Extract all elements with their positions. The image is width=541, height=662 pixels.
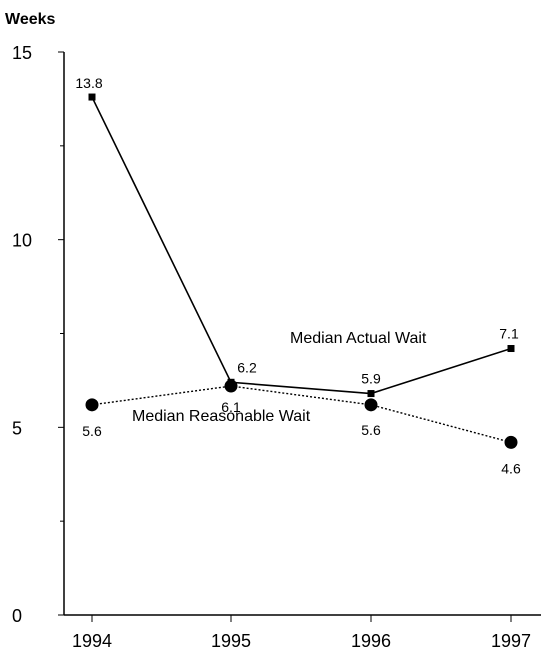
data-label-actual-1995: 6.2 [237, 359, 257, 375]
series-line-reasonable [91, 385, 512, 444]
y-tick-label-0: 0 [12, 606, 22, 626]
data-labels: 13.8 6.2 5.9 7.1 5.6 6.1 5.6 4.6 [75, 75, 521, 476]
x-tick-label-1995: 1995 [211, 631, 251, 651]
data-label-actual-1994: 13.8 [75, 75, 102, 91]
data-label-reasonable-1994: 5.6 [82, 423, 102, 439]
y-axis-title: Weeks [5, 11, 56, 28]
data-label-reasonable-1997: 4.6 [501, 460, 521, 476]
point-reasonable-1996 [364, 398, 378, 412]
series-markers [85, 93, 518, 449]
point-actual-1994 [88, 93, 96, 101]
data-label-reasonable-1995: 6.1 [221, 399, 241, 415]
point-actual-1997 [507, 345, 515, 353]
point-reasonable-1997 [504, 435, 518, 449]
y-tick-label-5: 5 [12, 418, 22, 438]
x-tick-label-1996: 1996 [351, 631, 391, 651]
data-label-reasonable-1996: 5.6 [361, 422, 381, 438]
x-tick-label-1994: 1994 [72, 631, 112, 651]
series-label-reasonable: Median Reasonable Wait [132, 408, 311, 425]
point-actual-1996 [367, 390, 375, 398]
ticks-layer: 0 5 10 15 1994 1995 1996 1997 [12, 43, 531, 651]
point-reasonable-1994 [85, 398, 99, 412]
y-tick-label-10: 10 [12, 231, 32, 251]
series-lines [91, 96, 512, 444]
point-reasonable-1995 [224, 379, 238, 393]
y-tick-label-15: 15 [12, 43, 32, 63]
series-line-actual [91, 96, 512, 395]
data-label-actual-1996: 5.9 [361, 371, 381, 387]
series-label-actual: Median Actual Wait [290, 330, 427, 347]
x-tick-label-1997: 1997 [491, 631, 531, 651]
data-label-actual-1997: 7.1 [499, 326, 519, 342]
